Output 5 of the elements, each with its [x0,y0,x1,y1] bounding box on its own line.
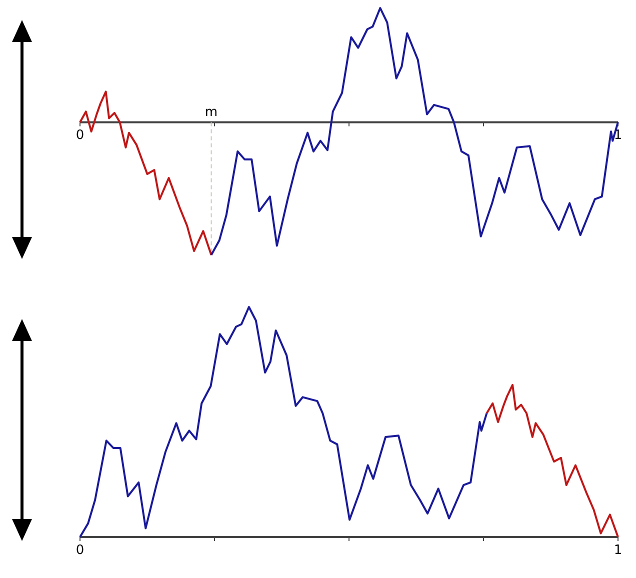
ref-line-label: m [204,105,218,120]
x-tick-label: 1 [614,543,622,558]
x-tick-label: 0 [76,128,84,144]
x-tick-label: 1 [614,128,622,144]
x-tick-label: 0 [76,543,84,558]
